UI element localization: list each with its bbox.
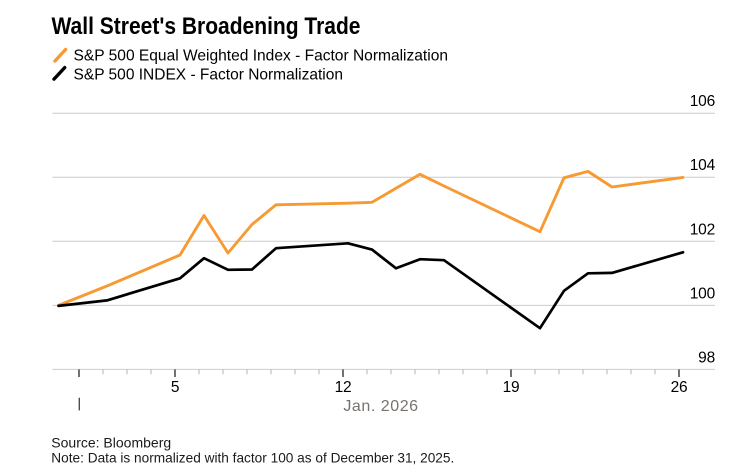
svg-text:Jan. 2026: Jan. 2026 bbox=[343, 398, 418, 415]
svg-text:98: 98 bbox=[698, 349, 715, 366]
svg-text:S&P 500 Equal Weighted Index -: S&P 500 Equal Weighted Index - Factor No… bbox=[74, 47, 449, 64]
svg-text:100: 100 bbox=[690, 285, 716, 302]
svg-text:26: 26 bbox=[671, 379, 688, 396]
svg-text:Note: Data is normalized with: Note: Data is normalized with factor 100… bbox=[51, 450, 454, 466]
svg-text:12: 12 bbox=[335, 379, 352, 396]
svg-text:19: 19 bbox=[503, 379, 520, 396]
svg-text:Source: Bloomberg: Source: Bloomberg bbox=[51, 435, 171, 451]
svg-text:102: 102 bbox=[690, 221, 715, 238]
svg-text:S&P 500 INDEX - Factor Normali: S&P 500 INDEX - Factor Normalization bbox=[74, 66, 344, 83]
svg-text:106: 106 bbox=[690, 93, 715, 110]
svg-text:5: 5 bbox=[171, 379, 179, 396]
svg-text:Wall Street's Broadening Trade: Wall Street's Broadening Trade bbox=[52, 13, 361, 40]
svg-text:104: 104 bbox=[690, 157, 716, 174]
